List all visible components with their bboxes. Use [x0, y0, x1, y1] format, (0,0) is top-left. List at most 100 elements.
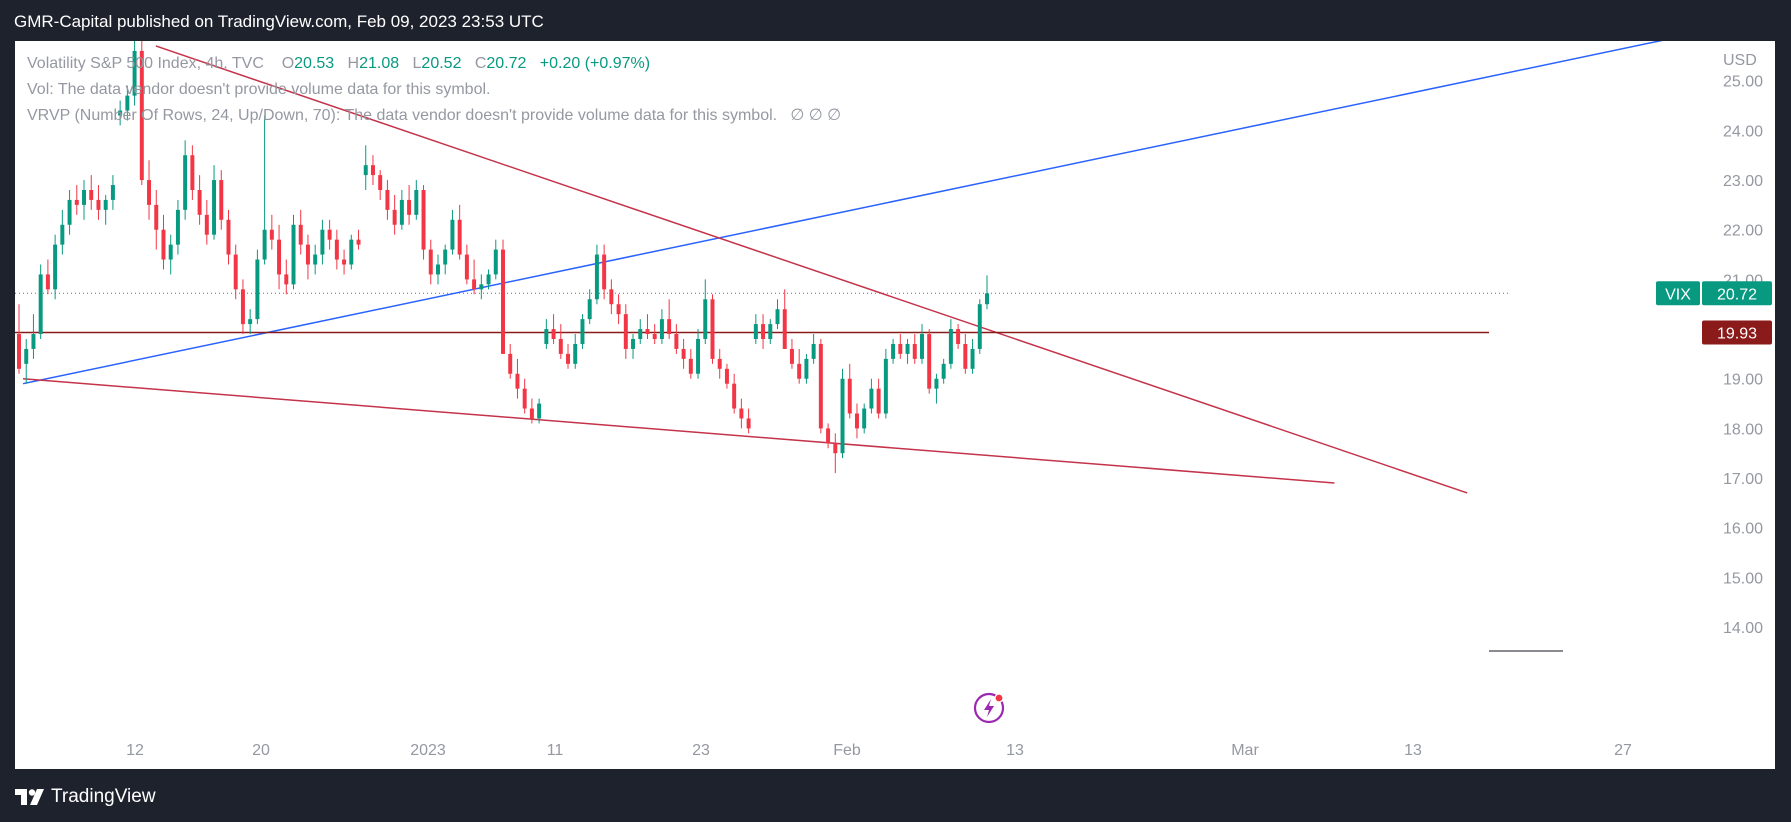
legend-close-label: C — [474, 55, 487, 72]
candle-body — [82, 190, 87, 205]
candle-body — [435, 264, 440, 275]
candle-body — [320, 229, 325, 255]
candle-body — [240, 289, 245, 325]
candle-body — [522, 388, 527, 409]
legend-vrvp-text: VRVP (Number Of Rows, 24, Up/Down, 70): … — [27, 107, 778, 124]
candle-body — [732, 383, 737, 409]
candle-body — [609, 289, 614, 305]
candle-body — [645, 329, 650, 335]
x-tick-label: 11 — [547, 742, 564, 759]
candle-body — [573, 343, 578, 364]
candle-body — [399, 199, 404, 225]
candle-body — [826, 428, 831, 444]
chart-area[interactable]: USD 25.00 24.00 23.00 22.00 21.00 19.00 18.00 17… — [15, 41, 1775, 769]
candle-body — [118, 110, 123, 116]
candle-body — [356, 239, 361, 245]
candle-body — [905, 343, 910, 354]
candle-body — [804, 358, 809, 379]
y-tick-label: 24.00 — [1723, 123, 1763, 140]
candle-body — [378, 175, 383, 190]
x-tick-label: 23 — [692, 742, 710, 759]
candle-body — [898, 343, 903, 354]
candle-body — [558, 339, 563, 354]
candle-body — [421, 190, 426, 250]
candle-body — [17, 334, 21, 369]
candle-body — [537, 403, 542, 419]
candle-body — [305, 244, 310, 265]
candle-body — [696, 339, 701, 374]
candle-body — [486, 274, 491, 285]
tradingview-branding[interactable]: TradingView — [15, 784, 156, 810]
candle-body — [854, 413, 859, 429]
currency-label: USD — [1723, 52, 1757, 69]
candle-body — [183, 155, 188, 210]
candle-body — [450, 219, 455, 250]
candle-body — [703, 299, 708, 339]
trendline-blue — [22, 41, 1663, 385]
chart-legend: Volatility S&P 500 Index, 4h, TVC O20.53… — [27, 51, 841, 129]
candle-body — [291, 224, 296, 285]
candle-body — [869, 388, 874, 409]
x-tick-label: 12 — [126, 742, 144, 759]
candle-body — [746, 418, 751, 429]
candle-body — [753, 324, 758, 339]
candle-body — [883, 358, 888, 414]
candle-body — [31, 334, 36, 349]
tradingview-logo-icon — [15, 789, 44, 805]
legend-low-label: L — [412, 55, 422, 72]
legend-close: 20.72 — [486, 55, 527, 72]
last-price-badge — [1702, 281, 1772, 306]
candle-body — [739, 408, 744, 419]
candle-body — [508, 353, 513, 374]
candle-body — [985, 293, 989, 305]
candle-body — [912, 343, 917, 359]
candle-body — [941, 363, 946, 379]
candle-body — [89, 190, 94, 200]
legend-vrvp-values: ∅ ∅ ∅ — [790, 107, 842, 124]
legend-open: 20.53 — [294, 55, 335, 72]
x-tick-label: Feb — [833, 742, 861, 759]
candle-body — [479, 284, 484, 290]
candle-body — [327, 229, 332, 240]
candle-body — [407, 199, 412, 215]
legend-high-label: H — [347, 55, 360, 72]
candle-body — [226, 219, 231, 255]
candle-body — [212, 180, 217, 235]
candle-body — [667, 319, 672, 335]
y-tick-label: 15.00 — [1723, 570, 1763, 587]
candle-body — [464, 254, 469, 280]
candle-body — [789, 348, 794, 364]
candle-body — [472, 279, 477, 290]
candle-body — [363, 165, 368, 176]
candle-body — [688, 358, 693, 374]
flash-icon[interactable] — [973, 692, 1005, 724]
level-badge — [1702, 320, 1772, 345]
candle-body — [674, 334, 679, 349]
trendline-red — [155, 45, 1468, 494]
candle-body — [197, 190, 202, 215]
candle-body — [334, 239, 339, 260]
candle-body — [45, 274, 50, 290]
x-tick-label: 20 — [252, 742, 270, 759]
y-tick-label: 22.00 — [1723, 223, 1763, 240]
candle-body — [190, 155, 195, 190]
candle-body — [840, 378, 845, 454]
price-chart[interactable]: USD25.0024.0023.0022.0021.0019.0018.0017… — [15, 41, 1775, 769]
candle-body — [566, 353, 571, 364]
trendline-red — [22, 377, 1335, 484]
legend-high: 21.08 — [359, 55, 400, 72]
candle-body — [659, 319, 664, 339]
candle-body — [313, 254, 318, 265]
candle-body — [493, 249, 498, 275]
candle-body — [768, 324, 773, 339]
candle-body — [38, 274, 43, 335]
candle-body — [761, 324, 766, 339]
candle-body — [385, 190, 390, 210]
candle-body — [927, 334, 932, 389]
candle-body — [269, 229, 274, 240]
candle-body — [797, 363, 802, 379]
candle-body — [963, 343, 968, 369]
brand-name: TradingView — [51, 786, 156, 807]
candle-body — [96, 199, 101, 210]
candle-body — [125, 95, 130, 111]
